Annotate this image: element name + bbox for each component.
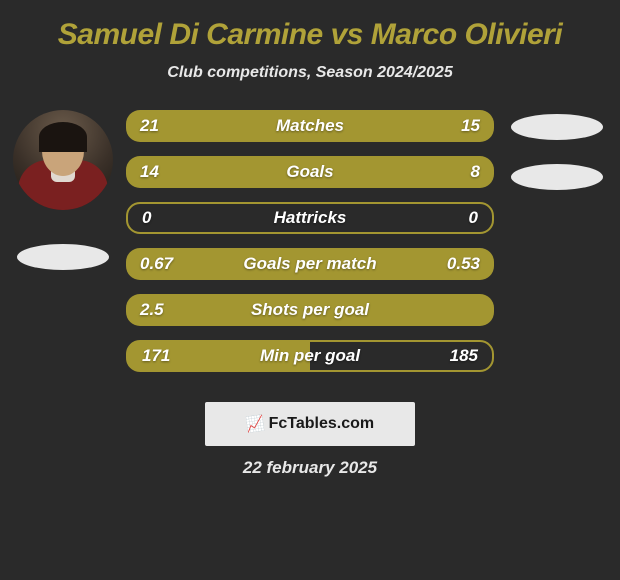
stat-label: Goals — [286, 162, 333, 182]
chart-icon: 📈 — [245, 414, 266, 434]
stat-row: 0.67 Goals per match 0.53 — [126, 248, 494, 280]
stat-row: 171 Min per goal 185 — [126, 340, 494, 372]
stat-label: Matches — [276, 116, 344, 136]
stat-row: 2.5 Shots per goal — [126, 294, 494, 326]
stat-value-right: 0.53 — [440, 254, 480, 274]
content-row: 21 Matches 15 14 Goals 8 0 Hattricks 0 0.67 Goals … — [0, 110, 620, 386]
comparison-card: Samuel Di Carmine vs Marco Olivieri Club… — [0, 0, 620, 478]
stat-value-right: 8 — [440, 162, 480, 182]
title-vs: vs — [331, 18, 363, 51]
avatar-hair — [39, 122, 87, 152]
stat-bar: 0 Hattricks 0 — [126, 202, 494, 234]
subtitle: Club competitions, Season 2024/2025 — [0, 64, 620, 82]
stat-value-left: 21 — [140, 116, 180, 136]
brand-box[interactable]: 📈 FcTables.com — [205, 402, 415, 446]
title-player-b: Marco Olivieri — [371, 18, 562, 51]
left-column — [8, 110, 118, 270]
stat-value-left: 2.5 — [140, 300, 180, 320]
stat-label: Goals per match — [243, 254, 376, 274]
stat-label: Min per goal — [260, 346, 360, 366]
stat-bar: 2.5 Shots per goal — [126, 294, 494, 326]
stat-value-left: 14 — [140, 162, 180, 182]
stat-value-left: 0 — [142, 208, 182, 228]
stat-label: Hattricks — [274, 208, 347, 228]
stat-row: 14 Goals 8 — [126, 156, 494, 188]
stat-bar: 21 Matches 15 — [126, 110, 494, 142]
date-line: 22 february 2025 — [0, 458, 620, 478]
brand-label: FcTables.com — [269, 415, 375, 433]
stat-value-left: 0.67 — [140, 254, 180, 274]
brand-text: 📈 FcTables.com — [246, 415, 374, 433]
stat-bar: 14 Goals 8 — [126, 156, 494, 188]
stat-bar: 171 Min per goal 185 — [126, 340, 494, 372]
stat-label: Shots per goal — [251, 300, 369, 320]
right-column — [502, 110, 612, 190]
avatar-player-a — [13, 110, 113, 210]
page-title: Samuel Di Carmine vs Marco Olivieri — [0, 18, 620, 52]
stat-bar: 0.67 Goals per match 0.53 — [126, 248, 494, 280]
stat-value-right: 185 — [438, 346, 478, 366]
title-player-a: Samuel Di Carmine — [58, 18, 323, 51]
stats-panel: 21 Matches 15 14 Goals 8 0 Hattricks 0 0.67 Goals … — [118, 110, 502, 386]
stat-value-left: 171 — [142, 346, 182, 366]
stat-row: 21 Matches 15 — [126, 110, 494, 142]
ellipse-badge-right-1 — [511, 114, 603, 140]
stat-row: 0 Hattricks 0 — [126, 202, 494, 234]
ellipse-badge-right-2 — [511, 164, 603, 190]
ellipse-badge-left — [17, 244, 109, 270]
stat-value-right: 0 — [438, 208, 478, 228]
stat-value-right: 15 — [440, 116, 480, 136]
